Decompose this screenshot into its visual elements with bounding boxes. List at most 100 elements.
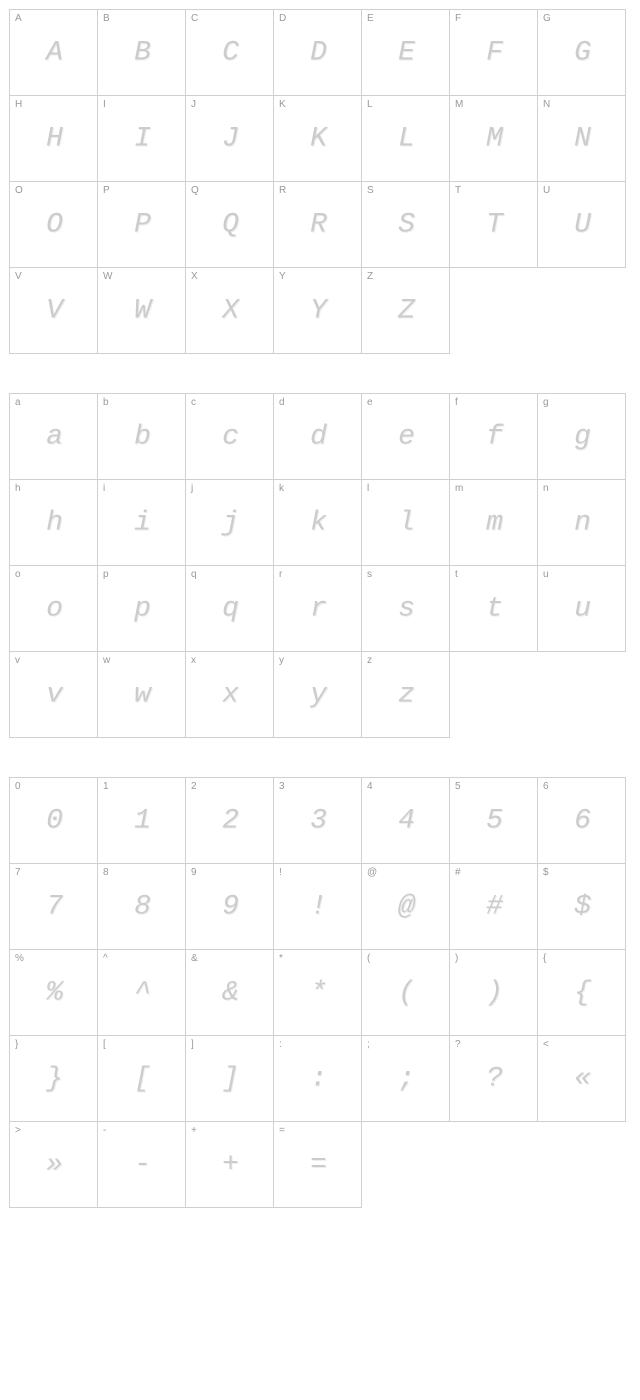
char-cell[interactable]: xx bbox=[185, 651, 274, 738]
char-cell[interactable]: DD bbox=[273, 9, 362, 96]
char-cell[interactable]: UU bbox=[537, 181, 626, 268]
char-cell[interactable]: EE bbox=[361, 9, 450, 96]
char-cell[interactable]: )) bbox=[449, 949, 538, 1036]
char-cell[interactable]: TT bbox=[449, 181, 538, 268]
char-cell[interactable]: OO bbox=[9, 181, 98, 268]
char-cell[interactable]: LL bbox=[361, 95, 450, 182]
char-cell[interactable]: VV bbox=[9, 267, 98, 354]
char-cell[interactable]: $$ bbox=[537, 863, 626, 950]
char-cell[interactable]: ii bbox=[97, 479, 186, 566]
char-cell[interactable]: XX bbox=[185, 267, 274, 354]
char-cell[interactable]: II bbox=[97, 95, 186, 182]
char-cell[interactable]: >» bbox=[9, 1121, 98, 1208]
char-cell[interactable]: (( bbox=[361, 949, 450, 1036]
char-label: h bbox=[15, 483, 21, 494]
char-cell[interactable]: ## bbox=[449, 863, 538, 950]
char-cell[interactable]: AA bbox=[9, 9, 98, 96]
char-cell[interactable]: 77 bbox=[9, 863, 98, 950]
char-cell[interactable]: ]] bbox=[185, 1035, 274, 1122]
char-glyph: % bbox=[46, 977, 61, 1008]
char-cell[interactable]: 55 bbox=[449, 777, 538, 864]
char-cell[interactable]: kk bbox=[273, 479, 362, 566]
char-glyph: Y bbox=[310, 295, 325, 326]
char-cell[interactable]: jj bbox=[185, 479, 274, 566]
char-cell[interactable]: mm bbox=[449, 479, 538, 566]
char-cell[interactable]: ;; bbox=[361, 1035, 450, 1122]
char-cell[interactable]: SS bbox=[361, 181, 450, 268]
char-cell[interactable]: MM bbox=[449, 95, 538, 182]
char-cell[interactable]: }} bbox=[9, 1035, 98, 1122]
char-cell[interactable]: 88 bbox=[97, 863, 186, 950]
char-cell[interactable]: PP bbox=[97, 181, 186, 268]
char-cell[interactable]: NN bbox=[537, 95, 626, 182]
char-glyph: L bbox=[398, 123, 413, 154]
char-cell[interactable]: oo bbox=[9, 565, 98, 652]
char-label: L bbox=[367, 99, 373, 110]
char-cell[interactable]: <« bbox=[537, 1035, 626, 1122]
char-glyph: = bbox=[310, 1149, 325, 1180]
char-cell[interactable]: ww bbox=[97, 651, 186, 738]
char-cell[interactable]: cc bbox=[185, 393, 274, 480]
char-label: = bbox=[279, 1125, 285, 1136]
char-cell[interactable]: && bbox=[185, 949, 274, 1036]
char-cell[interactable]: JJ bbox=[185, 95, 274, 182]
char-cell[interactable]: CC bbox=[185, 9, 274, 96]
char-cell[interactable]: WW bbox=[97, 267, 186, 354]
char-cell[interactable]: RR bbox=[273, 181, 362, 268]
char-glyph: & bbox=[222, 977, 237, 1008]
char-cell[interactable]: hh bbox=[9, 479, 98, 566]
char-glyph: 3 bbox=[310, 805, 325, 836]
char-cell[interactable]: ** bbox=[273, 949, 362, 1036]
char-cell[interactable]: KK bbox=[273, 95, 362, 182]
char-cell[interactable]: [[ bbox=[97, 1035, 186, 1122]
char-grid-symbols: 00112233445566778899!!@@##$$%%^^&&**(())… bbox=[10, 778, 640, 1208]
char-glyph: r bbox=[310, 593, 325, 624]
char-cell[interactable]: BB bbox=[97, 9, 186, 96]
char-cell[interactable]: tt bbox=[449, 565, 538, 652]
char-cell[interactable]: zz bbox=[361, 651, 450, 738]
char-cell[interactable]: {{ bbox=[537, 949, 626, 1036]
char-cell[interactable]: ZZ bbox=[361, 267, 450, 354]
char-cell[interactable]: %% bbox=[9, 949, 98, 1036]
char-cell[interactable]: @@ bbox=[361, 863, 450, 950]
char-cell[interactable]: uu bbox=[537, 565, 626, 652]
char-label: ? bbox=[455, 1039, 461, 1050]
char-cell[interactable]: nn bbox=[537, 479, 626, 566]
char-cell[interactable]: 11 bbox=[97, 777, 186, 864]
char-label: k bbox=[279, 483, 284, 494]
char-cell[interactable]: -- bbox=[97, 1121, 186, 1208]
char-cell[interactable]: gg bbox=[537, 393, 626, 480]
char-cell[interactable]: bb bbox=[97, 393, 186, 480]
char-cell[interactable]: HH bbox=[9, 95, 98, 182]
char-cell[interactable]: 66 bbox=[537, 777, 626, 864]
char-cell[interactable]: !! bbox=[273, 863, 362, 950]
char-cell[interactable]: ++ bbox=[185, 1121, 274, 1208]
char-cell[interactable]: 99 bbox=[185, 863, 274, 950]
char-cell[interactable]: dd bbox=[273, 393, 362, 480]
char-cell[interactable]: aa bbox=[9, 393, 98, 480]
char-glyph: 0 bbox=[46, 805, 61, 836]
char-cell[interactable]: vv bbox=[9, 651, 98, 738]
char-cell[interactable]: ll bbox=[361, 479, 450, 566]
char-cell[interactable]: GG bbox=[537, 9, 626, 96]
char-cell[interactable]: 33 bbox=[273, 777, 362, 864]
char-cell[interactable]: ff bbox=[449, 393, 538, 480]
char-cell[interactable]: ^^ bbox=[97, 949, 186, 1036]
char-cell[interactable]: ee bbox=[361, 393, 450, 480]
char-cell[interactable]: ?? bbox=[449, 1035, 538, 1122]
char-cell[interactable]: QQ bbox=[185, 181, 274, 268]
char-label: @ bbox=[367, 867, 377, 878]
char-cell[interactable]: qq bbox=[185, 565, 274, 652]
char-cell[interactable]: 44 bbox=[361, 777, 450, 864]
char-cell[interactable]: 00 bbox=[9, 777, 98, 864]
char-cell[interactable]: yy bbox=[273, 651, 362, 738]
char-cell[interactable]: ss bbox=[361, 565, 450, 652]
char-cell[interactable]: :: bbox=[273, 1035, 362, 1122]
char-cell[interactable]: rr bbox=[273, 565, 362, 652]
char-cell[interactable]: YY bbox=[273, 267, 362, 354]
char-cell[interactable]: pp bbox=[97, 565, 186, 652]
char-cell[interactable]: FF bbox=[449, 9, 538, 96]
char-cell[interactable]: 22 bbox=[185, 777, 274, 864]
char-cell[interactable]: == bbox=[273, 1121, 362, 1208]
char-label: % bbox=[15, 953, 24, 964]
